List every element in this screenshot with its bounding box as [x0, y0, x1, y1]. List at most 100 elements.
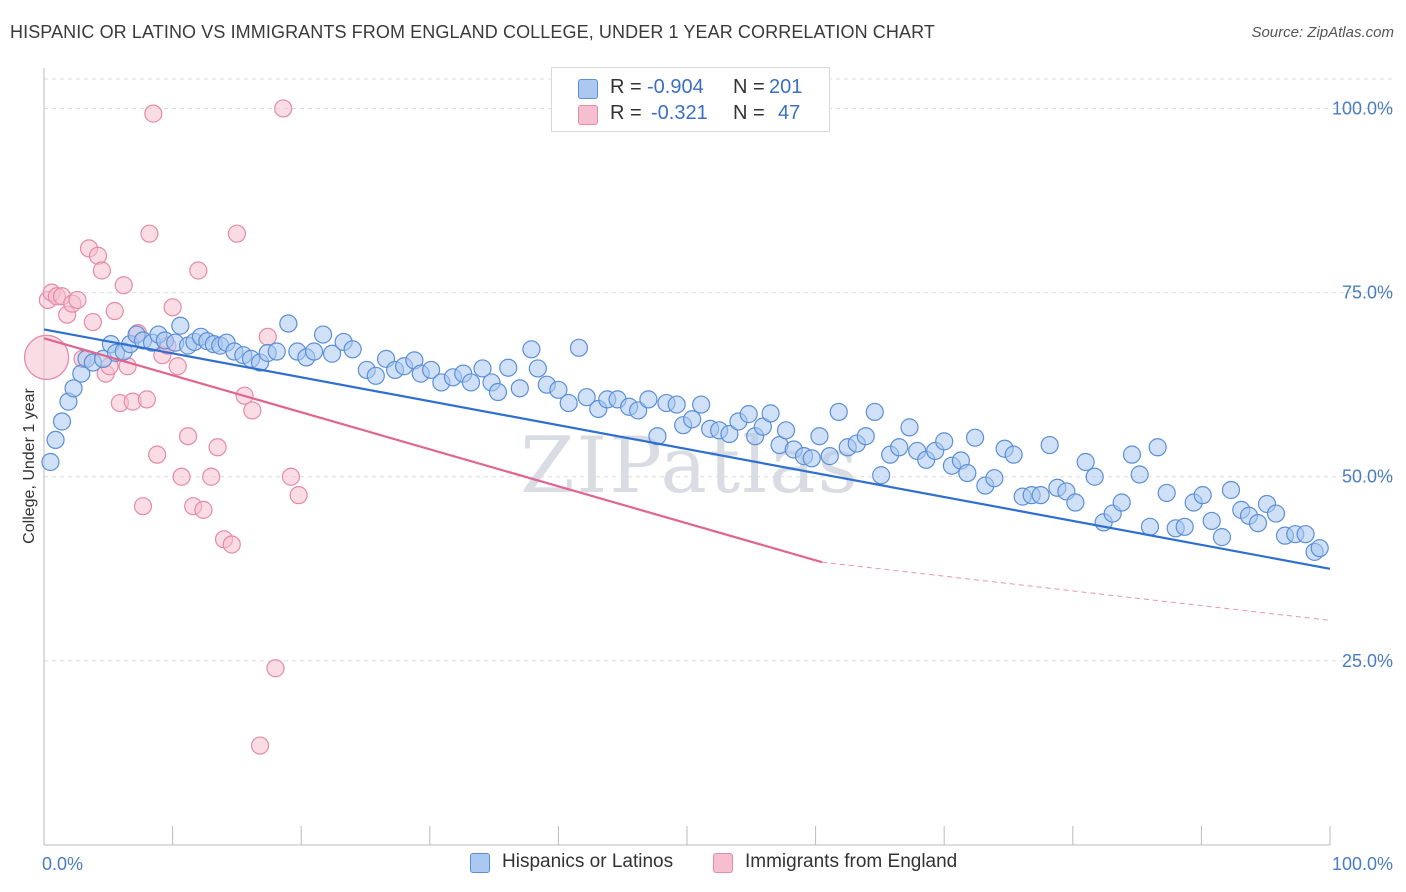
data-point-england [83, 312, 102, 332]
y-tick-labels: 25.0% 50.0% 75.0% 100.0% [1332, 98, 1393, 670]
data-point-england [281, 467, 301, 486]
data-point-hispanic [1221, 480, 1241, 500]
data-point-hispanic [900, 418, 919, 437]
data-point-hispanic [865, 402, 884, 422]
trendline-england [43, 337, 823, 564]
data-point-england [189, 261, 208, 280]
data-point-hispanic [856, 427, 875, 446]
data-point-hispanic [1004, 445, 1023, 464]
series-hispanics-or-latinos [41, 314, 1329, 561]
data-point-hispanic [1157, 483, 1176, 503]
y-tick-label: 75.0% [1342, 283, 1393, 303]
data-point-england [137, 390, 156, 409]
legend-swatch-pink [578, 105, 598, 125]
legend-r-label: R = [610, 102, 642, 124]
data-point-hispanic [683, 410, 702, 429]
data-point-hispanic [366, 366, 385, 385]
data-point-hispanic [985, 469, 1004, 488]
trendlines [43, 328, 1331, 621]
data-point-hispanic [313, 325, 333, 344]
legend-row-hispanics: R = -0.904 N = 201 [552, 76, 829, 102]
data-point-hispanic [872, 466, 891, 485]
x-tick-labels: 0.0% 100.0% [42, 854, 1393, 874]
chart-title: HISPANIC OR LATINO VS IMMIGRANTS FROM EN… [10, 22, 935, 42]
data-point-hispanic [639, 390, 658, 409]
trendline-hispanics [43, 328, 1331, 570]
data-point-hispanic [890, 438, 909, 457]
data-point-hispanic [1296, 525, 1315, 544]
data-point-hispanic [761, 404, 780, 423]
data-point-england [168, 357, 187, 376]
data-point-hispanic [41, 452, 60, 472]
data-point-hispanic [322, 344, 342, 363]
data-point-england [178, 427, 198, 446]
data-point-england [274, 99, 293, 118]
x-tick-label: 100.0% [1332, 854, 1393, 874]
legend-row-england: R = -0.321 N = 47 [552, 102, 829, 128]
data-point-hispanic [549, 380, 568, 399]
data-point-hispanic [528, 359, 547, 378]
data-point-hispanic [1085, 467, 1104, 486]
data-point-hispanic [720, 424, 739, 444]
data-point-hispanic [279, 314, 298, 333]
data-point-england [105, 301, 124, 321]
legend-n-value: 47 [778, 102, 801, 124]
trendline-england-extension [821, 561, 1331, 621]
data-point-hispanic [1266, 504, 1286, 523]
data-point-england [92, 261, 111, 280]
correlation-legend: R = -0.904 N = 201 R = -0.321 N = 47 [551, 67, 830, 132]
data-point-england [68, 290, 87, 310]
data-point-hispanic [1202, 511, 1221, 531]
data-point-hispanic [1112, 493, 1131, 512]
data-point-england [208, 438, 227, 457]
data-point-england [222, 535, 241, 554]
data-point-england [144, 104, 163, 123]
y-axis-label: College, Under 1 year [21, 388, 38, 544]
data-point-hispanic [510, 379, 529, 398]
bottom-legend-label: Hispanics or Latinos [502, 851, 674, 872]
data-point-hispanic [1248, 514, 1268, 533]
data-point-hispanic [1066, 493, 1085, 512]
bottom-legend-label: Immigrants from England [745, 851, 958, 872]
data-point-hispanic [171, 316, 190, 335]
data-point-hispanic [577, 388, 596, 407]
bottom-legend-swatch-blue [470, 853, 490, 873]
data-point-england [266, 659, 285, 678]
data-point-england [172, 467, 191, 486]
data-point-england [227, 224, 246, 243]
data-point-hispanic [499, 358, 518, 377]
data-point-england [194, 500, 213, 519]
data-point-hispanic [739, 405, 758, 424]
data-point-hispanic [1193, 486, 1212, 505]
data-point-england [163, 298, 182, 317]
data-point-england [23, 334, 70, 381]
source-label: Source: ZipAtlas.com [1251, 24, 1394, 41]
data-point-hispanic [267, 342, 286, 361]
data-point-hispanic [776, 421, 796, 440]
legend-swatch-blue [578, 79, 598, 99]
y-tick-label: 25.0% [1342, 651, 1393, 671]
data-point-hispanic [810, 427, 829, 446]
x-tick-label: 0.0% [42, 854, 83, 874]
data-point-england [243, 401, 262, 420]
data-point-england [202, 467, 221, 486]
data-point-england [140, 224, 159, 243]
data-point-england [289, 486, 308, 505]
y-tick-label: 50.0% [1342, 467, 1393, 487]
data-point-hispanic [935, 432, 954, 451]
y-tick-label: 100.0% [1332, 98, 1393, 118]
legend-n-label: N = [733, 102, 765, 124]
data-point-england [258, 327, 277, 346]
data-point-hispanic [304, 342, 324, 361]
legend-r-value: -0.321 [651, 102, 708, 124]
data-point-hispanic [965, 428, 985, 447]
data-point-hispanic [559, 393, 578, 413]
data-point-hispanic [64, 379, 83, 398]
data-point-hispanic [1076, 452, 1095, 472]
data-point-hispanic [46, 430, 65, 450]
data-point-hispanic [1130, 465, 1149, 484]
data-point-england [250, 736, 270, 755]
data-point-hispanic [667, 395, 686, 414]
data-point-hispanic [1212, 528, 1232, 547]
